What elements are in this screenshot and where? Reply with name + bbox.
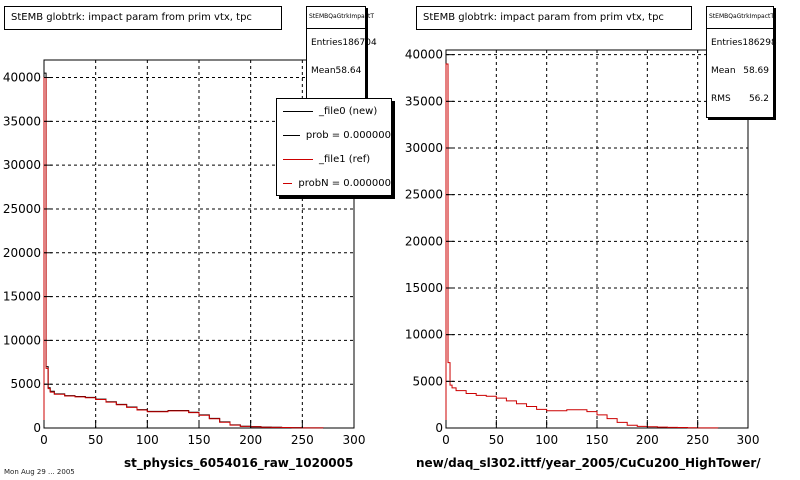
right-mean-value: 58.69 (743, 66, 769, 76)
right-ytick-label-8: 40000 (405, 48, 443, 62)
right-xtick-label-0: 0 (442, 433, 450, 447)
left-stats-mean-row: Mean 58.64 (307, 57, 365, 85)
right-ytick-label-0: 0 (435, 421, 443, 435)
left-mean-label: Mean (311, 66, 336, 76)
right-series-0 (445, 63, 719, 429)
right-stats-name: StEMBQaGtrkImpactT (707, 7, 774, 29)
left-xtick-label-6: 300 (343, 433, 366, 447)
legend-label-file0: _file0 (new) (319, 105, 378, 117)
right-rms-label: RMS (711, 94, 731, 104)
right-ytick-label-5: 25000 (405, 188, 443, 202)
right-title-text: StEMB globtrk: impact param from prim vt… (423, 12, 664, 23)
legend-swatch-prob (283, 134, 300, 136)
right-ytick-label-4: 20000 (405, 234, 443, 248)
right-histogram-title: StEMB globtrk: impact param from prim vt… (416, 6, 692, 30)
left-xaxis-label: st_physics_6054016_raw_1020005 (124, 456, 354, 470)
right-xtick-label-2: 100 (535, 433, 558, 447)
left-ytick-label-7: 35000 (3, 114, 41, 128)
right-stats-box: StEMBQaGtrkImpactT Entries 186298 Mean 5… (706, 6, 777, 118)
legend-swatch-file1 (283, 158, 313, 160)
left-xtick-label-2: 100 (136, 433, 159, 447)
legend-item-probn: probN = 0.000000 (277, 171, 391, 195)
left-series-1 (43, 77, 324, 429)
legend-label-prob: prob = 0.000000 (305, 129, 391, 141)
right-ytick-label-6: 30000 (405, 141, 443, 155)
legend-swatch-file0 (283, 110, 313, 112)
legend-label-file1: _file1 (ref) (319, 153, 371, 165)
right-ytick-label-7: 35000 (405, 94, 443, 108)
left-histogram-title: StEMB globtrk: impact param from prim vt… (4, 6, 282, 30)
legend-item-file0: _file0 (new) (277, 99, 391, 123)
right-xtick-label-6: 300 (737, 433, 760, 447)
left-entries-label: Entries (311, 38, 343, 48)
left-ytick-label-5: 25000 (3, 202, 41, 216)
left-ytick-label-4: 20000 (3, 246, 41, 260)
left-stats-name: StEMBQaGtrkImpactT (307, 7, 374, 29)
right-entries-value: 186298 (742, 38, 777, 48)
right-histogram-panel: 0 50 100 150 200 250 300 0 5000 10000 15000 20000 25… (400, 0, 800, 480)
right-stats-entries-row: Entries 186298 (707, 29, 777, 57)
right-entries-label: Entries (711, 38, 743, 48)
left-title-text: StEMB globtrk: impact param from prim vt… (11, 12, 252, 23)
left-ytick-label-8: 40000 (3, 71, 41, 85)
left-xtick-label-0: 0 (40, 433, 48, 447)
legend-item-prob: prob = 0.000000 (277, 123, 391, 147)
legend-box: _file0 (new) prob = 0.000000 _file1 (ref… (276, 98, 392, 196)
left-ytick-label-3: 15000 (3, 290, 41, 304)
right-ytick-label-1: 5000 (412, 374, 443, 388)
right-xtick-label-1: 50 (489, 433, 504, 447)
right-stats-mean-row: Mean 58.69 (707, 57, 773, 85)
legend-label-probn: probN = 0.000000 (298, 177, 391, 189)
right-xtick-label-3: 150 (586, 433, 609, 447)
left-xtick-label-1: 50 (88, 433, 103, 447)
right-ytick-label-2: 10000 (405, 328, 443, 342)
right-histogram-chart: 0 50 100 150 200 250 300 0 5000 10000 15000 20000 25… (405, 48, 760, 447)
legend-swatch-probn (283, 182, 293, 184)
right-ytick-label-3: 15000 (405, 281, 443, 295)
right-stats-rms-row: RMS 56.2 (707, 85, 773, 113)
left-histogram-panel: 0 50 100 150 200 250 300 0 5000 10000 15000 20000 25… (3, 6, 392, 470)
left-entries-value: 186704 (342, 38, 377, 48)
left-xtick-label-5: 250 (291, 433, 314, 447)
right-xaxis-label: new/daq_sl302.ittf/year_2005/CuCu200_Hig… (416, 456, 761, 470)
right-mean-label: Mean (711, 66, 736, 76)
left-mean-value: 58.64 (335, 66, 362, 76)
left-xtick-label-4: 200 (239, 433, 262, 447)
right-rms-value: 56.2 (748, 94, 769, 104)
left-ytick-label-1: 5000 (10, 377, 41, 391)
left-stats-entries-row: Entries 186704 (307, 29, 377, 57)
left-ytick-label-6: 30000 (3, 158, 41, 172)
legend-item-file1: _file1 (ref) (277, 147, 391, 171)
right-xtick-label-5: 250 (686, 433, 709, 447)
footer-timestamp: Mon Aug 29 ... 2005 (4, 468, 75, 476)
right-xtick-label-4: 200 (636, 433, 659, 447)
left-ytick-label-0: 0 (33, 421, 41, 435)
left-ytick-label-2: 10000 (3, 333, 41, 347)
left-xtick-label-3: 150 (188, 433, 211, 447)
